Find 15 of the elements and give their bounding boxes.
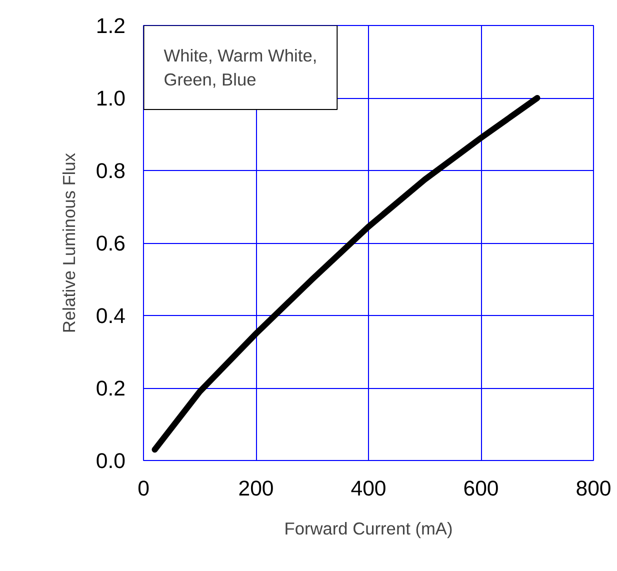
y-tick-label: 0.6	[96, 232, 126, 256]
annotation: White, Warm White, Green, Blue	[164, 46, 318, 90]
x-axis-title: Forward Current (mA)	[284, 518, 453, 538]
y-tick-label: 0.4	[96, 304, 126, 328]
y-tick-label: 0.2	[96, 376, 126, 400]
y-axis-title: Relative Luminous Flux	[58, 152, 79, 334]
x-tick-label: 200	[238, 476, 274, 500]
x-tick-label: 0	[138, 476, 150, 500]
x-tick-label: 400	[350, 476, 386, 500]
y-tick-label: 0.0	[96, 449, 126, 473]
y-tick-label: 0.8	[96, 159, 126, 183]
x-tick-label: 800	[576, 476, 612, 500]
y-tick-label: 1.0	[96, 86, 126, 110]
y-tick-label: 1.2	[96, 14, 126, 38]
x-tick-label: 600	[463, 476, 499, 500]
